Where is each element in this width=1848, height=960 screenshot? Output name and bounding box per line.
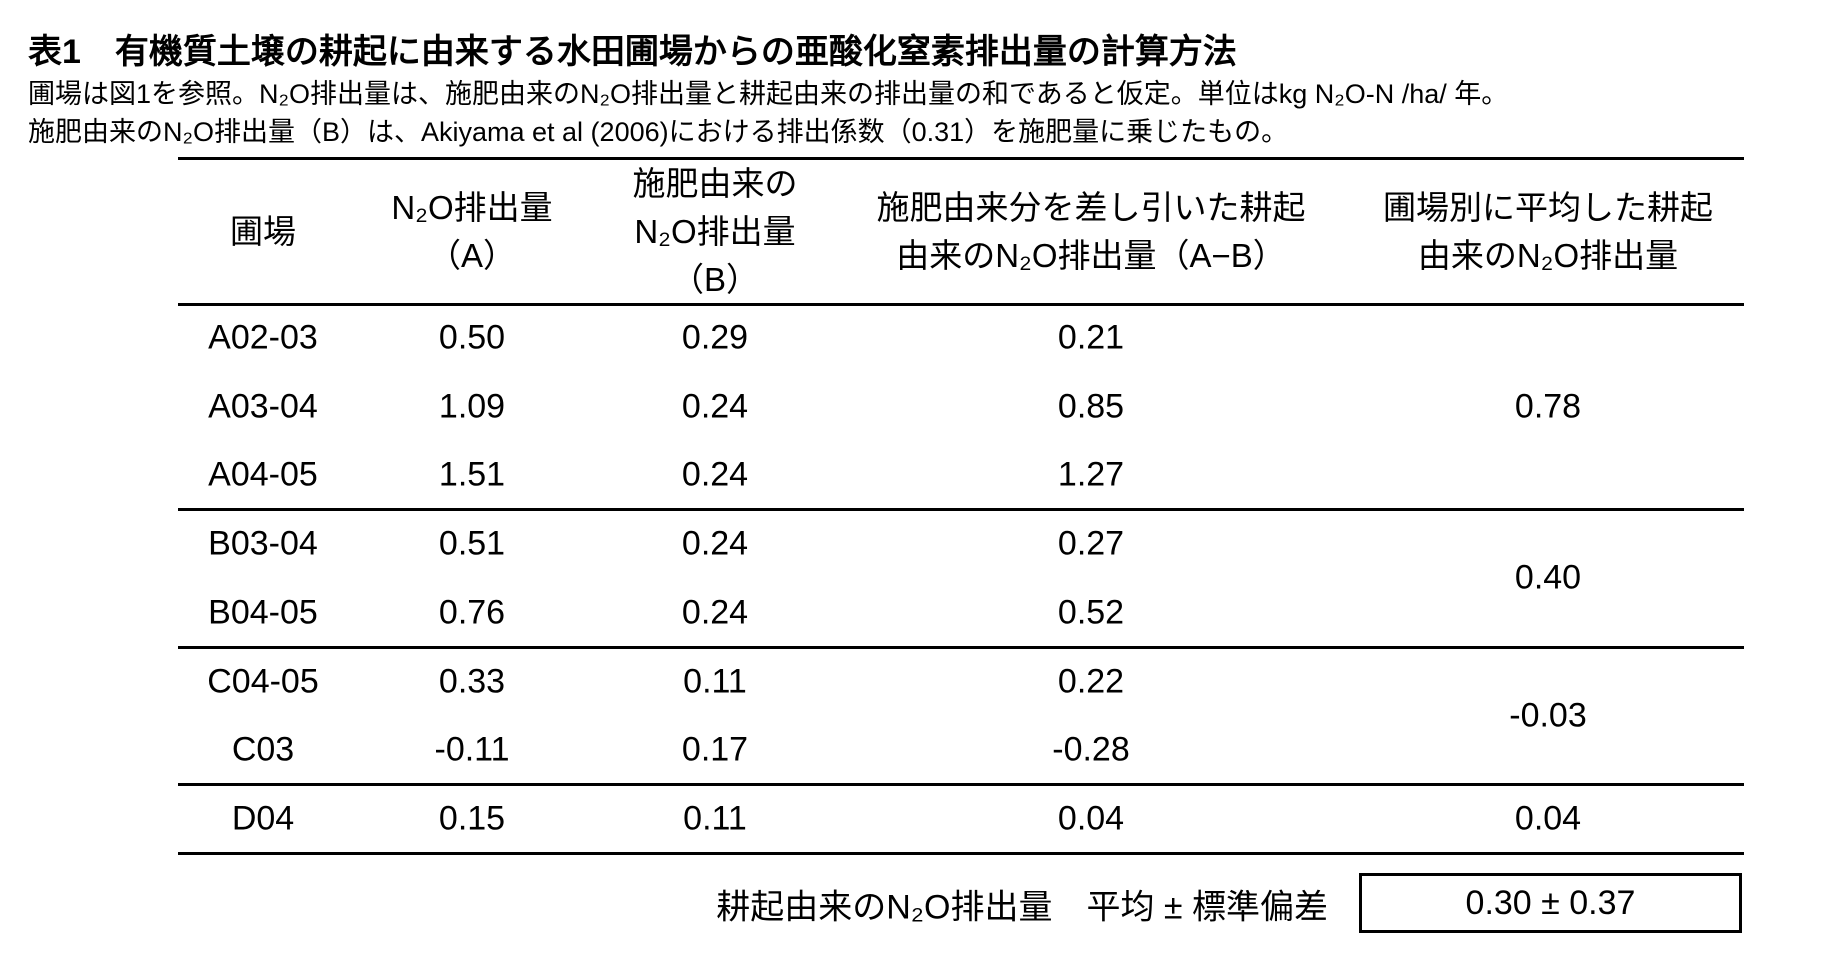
header-line: （B）	[670, 260, 759, 298]
table-cell: 0.24	[681, 593, 749, 632]
rule	[178, 508, 1744, 512]
column-header: 圃場	[230, 158, 296, 305]
table-cell: 0.85	[1057, 387, 1125, 426]
column-header: 圃場別に平均した耕起 由来のN₂O排出量	[1383, 158, 1713, 305]
header-line: 圃場	[230, 212, 296, 250]
header-line: N₂O排出量	[634, 212, 796, 250]
table-cell: B04-05	[208, 593, 318, 632]
rule	[178, 645, 1744, 649]
table-cell: 0.27	[1057, 524, 1125, 563]
table-cell: 0.15	[438, 799, 506, 838]
table-cell: -0.11	[434, 730, 510, 769]
summary-label: 耕起由来のN₂O排出量 平均 ± 標準偏差	[716, 888, 1328, 927]
table-cell: C03	[231, 730, 295, 769]
table-cell: 0.24	[681, 524, 749, 563]
header-line: 圃場別に平均した耕起	[1383, 188, 1713, 226]
header-line: 施肥由来分を差し引いた耕起	[876, 188, 1306, 226]
table-cell: 0.50	[438, 318, 506, 357]
rule	[178, 157, 1744, 160]
rule	[178, 851, 1744, 855]
table-cell: 1.09	[438, 387, 506, 426]
note: 圃場は図1を参照。N₂O排出量は、施肥由来のN₂O排出量と耕起由来の排出量の和で…	[28, 79, 1509, 109]
header-line: （A）	[427, 236, 516, 274]
note: 施肥由来のN₂O排出量（B）は、Akiyama et al (2006)における…	[28, 117, 1289, 147]
group-average: 0.78	[1514, 387, 1582, 426]
header-line: 由来のN₂O排出量	[1417, 236, 1679, 274]
rule	[178, 303, 1744, 306]
table-cell: 0.04	[1057, 799, 1125, 838]
table-cell: 0.11	[683, 799, 747, 838]
table-cell: 0.17	[681, 730, 749, 769]
table-cell: C04-05	[207, 662, 319, 700]
table-cell: 0.52	[1057, 593, 1125, 632]
column-header: N₂O排出量 （A）	[391, 158, 552, 305]
table-cell: 0.29	[681, 318, 749, 357]
table-cell: 0.24	[681, 387, 749, 426]
table-cell: A03-04	[208, 387, 318, 426]
table-cell: 0.51	[438, 524, 506, 563]
summary-value: 0.30 ± 0.37	[1359, 873, 1742, 933]
group-average: 0.04	[1514, 799, 1582, 838]
table-cell: 1.27	[1057, 455, 1125, 494]
header-line: N₂O排出量	[391, 188, 553, 226]
table-cell: 0.11	[683, 662, 747, 700]
table-cell: 0.76	[438, 593, 506, 632]
table-cell: 0.33	[438, 662, 506, 700]
table-cell: B03-04	[208, 524, 318, 563]
table-cell: 0.24	[681, 455, 749, 494]
table-cell: A04-05	[208, 455, 318, 494]
table-cell: D04	[231, 799, 295, 838]
table-cell: 0.22	[1057, 662, 1125, 700]
table-cell: A02-03	[208, 318, 318, 357]
table-cell: -0.28	[1052, 730, 1130, 769]
column-header: 施肥由来分を差し引いた耕起 由来のN₂O排出量（A−B）	[877, 158, 1306, 305]
header-line: 施肥由来の	[632, 164, 798, 202]
header-line: 由来のN₂O排出量（A−B）	[896, 236, 1286, 274]
table-cell: 1.51	[438, 455, 506, 494]
rule	[178, 783, 1744, 787]
table-cell: 0.21	[1057, 318, 1125, 357]
group-average: 0.40	[1514, 558, 1582, 597]
column-header: 施肥由来の N₂O排出量 （B）	[633, 158, 798, 305]
group-average: -0.03	[1509, 696, 1587, 735]
title: 表1 有機質土壌の耕起に由来する水田圃場からの亜酸化窒素排出量の計算方法	[28, 33, 1237, 71]
